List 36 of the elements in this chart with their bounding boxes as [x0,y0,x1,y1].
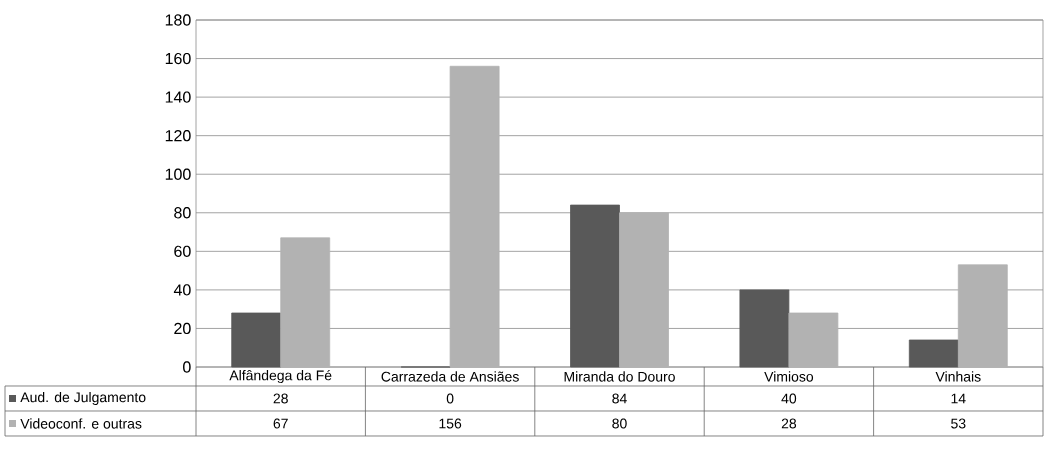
x-tick-label: Miranda do Douro [564,371,675,382]
y-tick-label: 0 [183,361,191,373]
x-tick-label: Vinhais [935,371,981,382]
x-tick-label: Alfândega da Fé [229,369,332,384]
x-tick-label: Vimioso [764,371,814,382]
bar [280,237,331,368]
bar [957,264,1008,368]
data-label: 67 [273,418,288,429]
data-label: 84 [612,393,627,404]
data-label: 14 [951,393,966,404]
y-tick-label: 120 [165,130,191,142]
y-tick-label: 180 [165,14,191,26]
data-label: 156 [439,418,462,429]
data-label: 28 [273,393,288,404]
y-tick-label: 20 [174,322,191,335]
y-tick-label: 160 [165,52,191,65]
data-label: 28 [781,418,797,429]
data-label: 0 [446,393,454,404]
bar [231,312,282,368]
bar [739,289,790,368]
y-tick-label: 100 [165,168,191,180]
y-tick-label: 60 [174,245,191,257]
x-tick-label: Carrazeda de Ansiães [381,371,519,382]
data-label: 53 [951,418,966,429]
legend-label: Videoconf. e outras [20,418,142,429]
data-label: 40 [781,393,797,404]
bar [619,212,669,368]
bar [788,312,839,368]
bar [908,339,959,368]
y-tick-label: 40 [173,284,191,296]
y-tick-label: 80 [174,207,191,219]
bar [570,204,620,368]
data-label: 80 [612,418,627,429]
y-tick-label: 140 [165,91,191,103]
bar [449,65,500,368]
legend-label: Aud. de Julgamento [20,391,146,406]
